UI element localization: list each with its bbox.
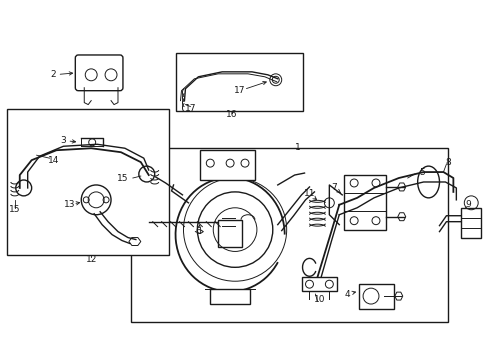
Text: 16: 16	[226, 110, 238, 119]
Text: 9: 9	[466, 200, 471, 209]
Text: 8: 8	[445, 158, 451, 167]
Text: 15: 15	[117, 174, 129, 183]
Text: 1: 1	[294, 143, 300, 152]
Text: 7: 7	[331, 184, 337, 193]
Circle shape	[85, 69, 97, 81]
Bar	[301, 277, 337, 291]
Text: 4: 4	[344, 289, 350, 298]
Bar	[175, 53, 302, 111]
Text: 12: 12	[86, 255, 97, 264]
Text: 11: 11	[304, 189, 315, 198]
Bar	[200, 150, 255, 180]
Bar	[7, 109, 169, 255]
Text: 15: 15	[9, 205, 21, 214]
FancyBboxPatch shape	[75, 55, 123, 91]
Text: 14: 14	[48, 156, 59, 165]
Circle shape	[105, 69, 117, 81]
Text: 17: 17	[185, 104, 196, 113]
Bar	[461, 208, 481, 238]
Bar	[218, 220, 242, 247]
Bar	[359, 284, 394, 309]
Bar	[210, 289, 250, 304]
Text: 2: 2	[50, 70, 56, 79]
Text: 6: 6	[196, 227, 201, 236]
Text: 10: 10	[314, 294, 325, 303]
Bar	[344, 175, 386, 230]
Bar	[131, 148, 448, 322]
Text: 13: 13	[64, 200, 75, 209]
Text: 3: 3	[61, 136, 66, 145]
Text: 17: 17	[234, 86, 246, 95]
Text: 5: 5	[420, 167, 425, 176]
